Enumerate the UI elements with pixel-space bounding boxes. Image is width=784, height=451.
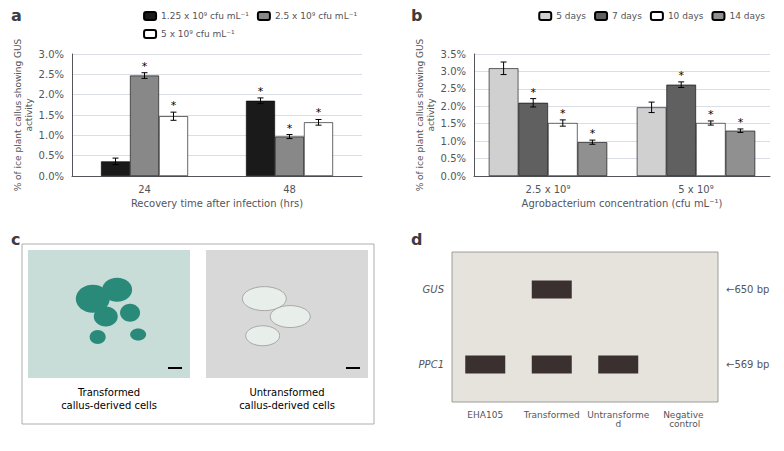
svg-text:*: * bbox=[590, 127, 596, 140]
svg-text:2.5 x 10⁹ cfu mL⁻¹: 2.5 x 10⁹ cfu mL⁻¹ bbox=[275, 11, 357, 21]
svg-text:1.0%: 1.0% bbox=[441, 136, 466, 147]
svg-text:Untransforme: Untransforme bbox=[587, 409, 650, 420]
svg-text:1.0%: 1.0% bbox=[39, 130, 64, 141]
svg-text:d: d bbox=[615, 419, 621, 429]
svg-text:Recovery time after infection: Recovery time after infection (hrs) bbox=[131, 198, 303, 209]
svg-text:Transformed: Transformed bbox=[523, 410, 580, 420]
svg-text:2.5%: 2.5% bbox=[441, 83, 466, 94]
svg-text:b: b bbox=[411, 6, 422, 25]
svg-text:Transformed: Transformed bbox=[77, 387, 140, 398]
svg-text:14 days: 14 days bbox=[729, 11, 765, 21]
svg-text:3.5%: 3.5% bbox=[441, 49, 466, 60]
svg-text:5 days: 5 days bbox=[556, 11, 586, 21]
svg-text:10 days: 10 days bbox=[668, 11, 704, 21]
svg-text:1.5%: 1.5% bbox=[39, 110, 64, 121]
svg-text:1.25 x 10⁹ cfu mL⁻¹: 1.25 x 10⁹ cfu mL⁻¹ bbox=[161, 11, 249, 21]
svg-text:0.5%: 0.5% bbox=[441, 153, 466, 164]
svg-text:2.0%: 2.0% bbox=[441, 101, 466, 112]
svg-text:0.5%: 0.5% bbox=[39, 150, 64, 161]
svg-text:*: * bbox=[738, 116, 744, 129]
svg-text:Negative: Negative bbox=[663, 409, 707, 420]
svg-text:1.5%: 1.5% bbox=[441, 118, 466, 129]
svg-text:3.0%: 3.0% bbox=[39, 49, 64, 60]
svg-text:3.0%: 3.0% bbox=[441, 66, 466, 77]
svg-text:5 x 10⁹ cfu mL⁻¹: 5 x 10⁹ cfu mL⁻¹ bbox=[161, 29, 235, 39]
svg-text:0.0%: 0.0% bbox=[39, 171, 64, 182]
svg-text:*: * bbox=[560, 107, 566, 120]
svg-text:*: * bbox=[316, 106, 322, 119]
svg-text:←650 bp: ←650 bp bbox=[726, 284, 769, 295]
svg-text:activity: activity bbox=[24, 98, 34, 132]
svg-text:% of ice plant callus showing: % of ice plant callus showing GUS bbox=[13, 38, 23, 191]
svg-text:PPC1: PPC1 bbox=[419, 359, 444, 370]
svg-text:% of ice plant callus showing: % of ice plant callus showing GUS bbox=[415, 38, 425, 191]
svg-text:Agrobacterium concentration (c: Agrobacterium concentration (cfu mL⁻¹) bbox=[522, 198, 723, 209]
svg-text:*: * bbox=[258, 85, 264, 98]
svg-text:2.5 x 10⁹: 2.5 x 10⁹ bbox=[526, 184, 571, 195]
svg-text:2.0%: 2.0% bbox=[39, 89, 64, 100]
svg-text:Untransformed: Untransformed bbox=[249, 387, 324, 398]
svg-text:2.5%: 2.5% bbox=[39, 69, 64, 80]
svg-text:callus-derived cells: callus-derived cells bbox=[239, 400, 335, 411]
svg-text:24: 24 bbox=[138, 184, 151, 195]
svg-text:c: c bbox=[11, 230, 20, 249]
svg-text:*: * bbox=[678, 69, 684, 82]
svg-text:activity: activity bbox=[426, 98, 436, 132]
svg-text:*: * bbox=[142, 60, 148, 73]
svg-text:←569 bp: ←569 bp bbox=[726, 359, 769, 370]
svg-text:callus-derived cells: callus-derived cells bbox=[61, 400, 157, 411]
svg-text:GUS: GUS bbox=[423, 284, 445, 295]
svg-text:*: * bbox=[171, 99, 177, 112]
svg-text:a: a bbox=[11, 6, 22, 25]
svg-text:7 days: 7 days bbox=[612, 11, 642, 21]
svg-text:*: * bbox=[530, 86, 536, 99]
svg-text:48: 48 bbox=[283, 184, 296, 195]
svg-text:0.0%: 0.0% bbox=[441, 171, 466, 182]
svg-text:*: * bbox=[287, 122, 293, 135]
svg-text:*: * bbox=[708, 108, 714, 121]
svg-text:control: control bbox=[669, 419, 700, 429]
svg-text:EHA105: EHA105 bbox=[467, 410, 503, 420]
svg-text:5 x 10⁹: 5 x 10⁹ bbox=[678, 184, 713, 195]
svg-text:d: d bbox=[411, 230, 422, 249]
